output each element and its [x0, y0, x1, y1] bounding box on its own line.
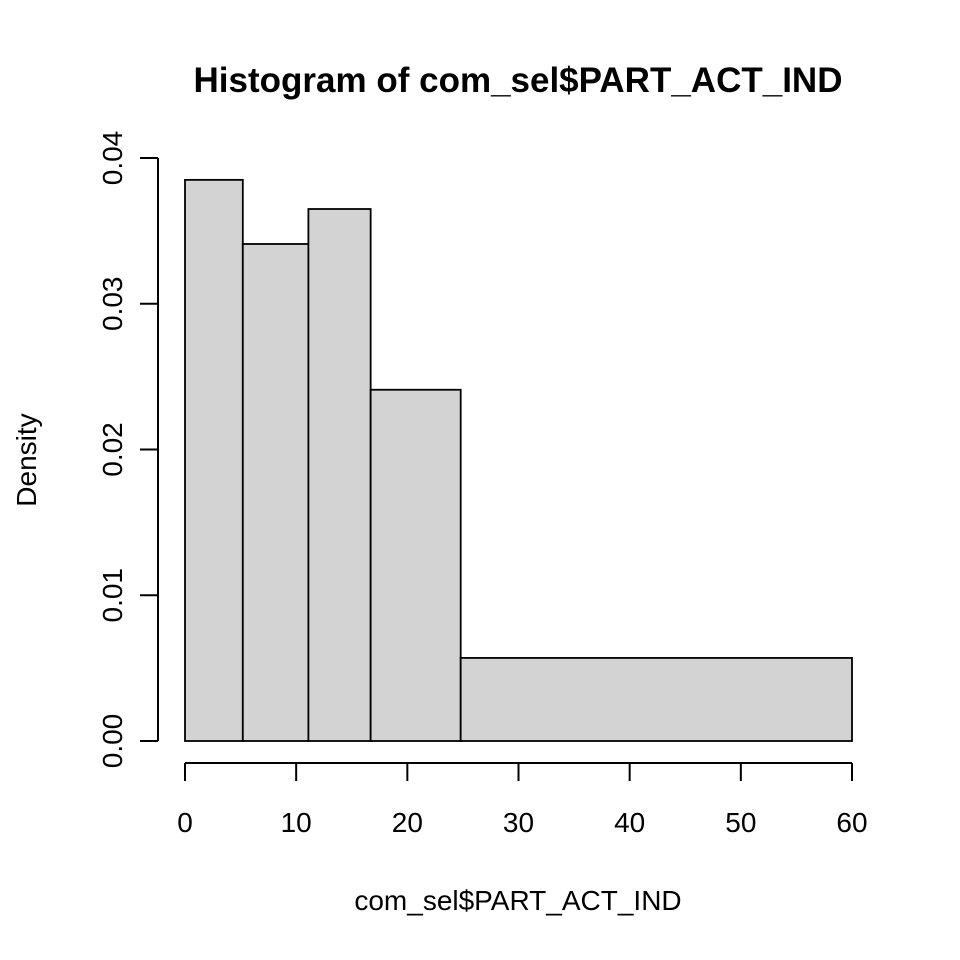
- x-tick-label: 0: [177, 807, 193, 838]
- x-tick-label: 40: [614, 807, 645, 838]
- y-axis-label: Density: [11, 413, 42, 506]
- chart-title: Histogram of com_sel$PART_ACT_IND: [194, 61, 843, 100]
- y-tick-label: 0.04: [97, 131, 128, 186]
- x-tick-label: 50: [725, 807, 756, 838]
- histogram-bar-3: [307, 208, 372, 742]
- x-axis: 0 10 20 30 40 50 60: [177, 762, 868, 838]
- histogram-bar-4: [369, 388, 462, 742]
- bars-group: [184, 178, 853, 742]
- x-axis-label: com_sel$PART_ACT_IND: [354, 885, 681, 916]
- x-tick-label: 60: [836, 807, 867, 838]
- y-tick-label: 0.02: [97, 422, 128, 477]
- y-tick-label: 0.03: [97, 277, 128, 332]
- x-tick-label: 30: [503, 807, 534, 838]
- histogram-bar-1: [184, 178, 244, 742]
- y-axis: 0.00 0.01 0.02 0.03 0.04: [97, 131, 159, 769]
- x-tick-label: 20: [392, 807, 423, 838]
- x-tick-label: 10: [281, 807, 312, 838]
- histogram-bar-5: [459, 657, 853, 742]
- y-tick-label: 0.01: [97, 568, 128, 623]
- histogram-bar-2: [241, 243, 310, 742]
- y-tick-label: 0.00: [97, 714, 128, 769]
